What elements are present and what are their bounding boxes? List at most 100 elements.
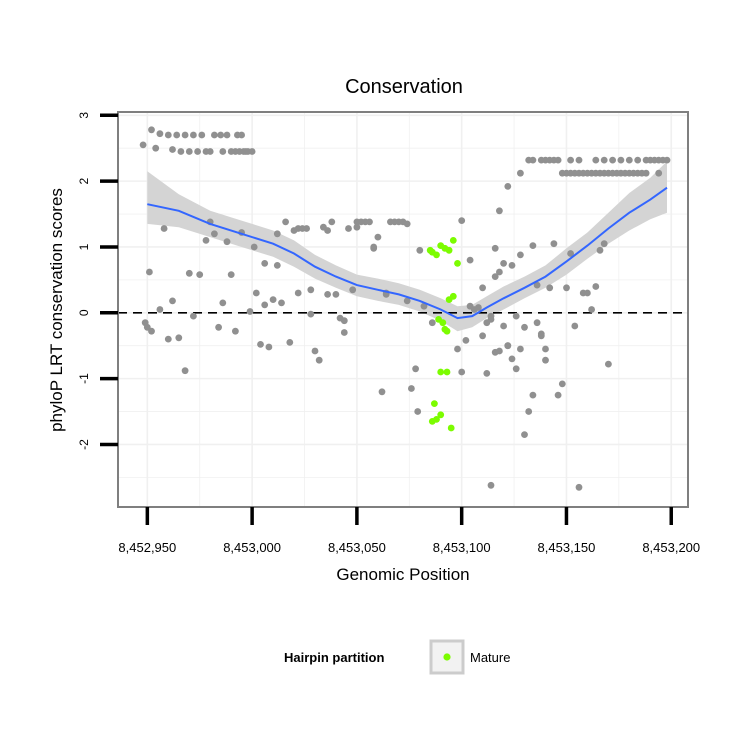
background-point — [533, 319, 541, 327]
background-point — [190, 131, 197, 139]
background-point — [194, 148, 202, 155]
grid — [118, 112, 688, 507]
background-point — [370, 243, 378, 251]
mature-point — [437, 411, 445, 419]
background-point — [529, 156, 537, 164]
background-point — [550, 240, 558, 248]
background-point — [173, 131, 181, 139]
x-tick-label: 8,453,100 — [433, 540, 491, 555]
x-tick-label: 8,453,200 — [642, 540, 700, 555]
background-point — [307, 310, 315, 318]
background-point — [663, 156, 671, 164]
background-point — [160, 225, 168, 232]
background-point — [521, 323, 528, 331]
x-tick-label: 8,453,050 — [328, 540, 386, 555]
background-point — [496, 207, 503, 215]
background-point — [512, 312, 520, 320]
background-point — [223, 131, 231, 139]
background-point — [408, 385, 415, 392]
background-point — [181, 367, 189, 375]
mature-point — [443, 368, 451, 376]
background-point — [458, 368, 466, 376]
background-point — [219, 148, 227, 155]
background-point — [491, 244, 499, 252]
background-point — [278, 299, 285, 307]
background-point — [246, 308, 254, 315]
background-point — [479, 284, 486, 292]
y-tick-label: -2 — [77, 439, 91, 450]
background-point — [294, 289, 302, 297]
background-point — [517, 251, 524, 259]
background-point — [217, 131, 225, 139]
background-point — [169, 146, 176, 153]
background-point — [211, 131, 218, 139]
background-point — [227, 271, 235, 278]
background-point — [190, 312, 197, 320]
background-point — [558, 380, 566, 388]
plot-area — [117, 111, 689, 508]
mature-point — [439, 319, 447, 327]
background-point — [307, 286, 315, 294]
background-point — [605, 360, 612, 368]
background-point — [164, 335, 172, 343]
background-point — [234, 131, 241, 139]
background-point — [600, 156, 608, 164]
background-point — [206, 148, 214, 155]
background-point — [517, 345, 524, 353]
background-point — [324, 227, 331, 234]
background-point — [315, 356, 323, 364]
background-point — [185, 269, 193, 277]
y-axis: -2 -1 0 1 2 3 — [77, 112, 119, 507]
background-point — [533, 281, 541, 289]
background-point — [542, 356, 549, 364]
legend: Hairpin partition Mature — [284, 639, 510, 675]
background-point — [146, 268, 153, 276]
background-point — [625, 156, 633, 164]
background-point — [374, 233, 382, 241]
x-axis-label: Genomic Position — [336, 565, 469, 584]
background-point — [487, 481, 495, 489]
x-axis: 8,452,950 8,453,000 8,453,050 8,453,100 8,45… — [118, 506, 700, 555]
background-point — [546, 284, 554, 292]
background-point — [475, 304, 482, 311]
background-point — [571, 322, 579, 330]
y-tick-label: -1 — [77, 373, 91, 384]
background-point — [596, 246, 604, 254]
background-point — [466, 256, 474, 264]
background-point — [242, 148, 250, 155]
mature-point — [437, 368, 445, 376]
mature-point — [447, 424, 455, 432]
background-point — [349, 286, 357, 294]
background-point — [196, 271, 204, 278]
background-point — [428, 319, 436, 327]
background-point — [303, 225, 310, 232]
background-point — [252, 289, 260, 297]
background-point — [462, 337, 470, 344]
background-point — [416, 246, 424, 254]
background-point — [504, 183, 512, 190]
background-point — [215, 323, 223, 331]
background-point — [378, 388, 386, 396]
background-point — [575, 483, 583, 491]
x-tick-label: 8,452,950 — [118, 540, 176, 555]
background-point — [311, 347, 319, 355]
background-point — [479, 332, 486, 340]
background-point — [211, 230, 218, 238]
background-point — [496, 347, 503, 355]
background-point — [345, 225, 352, 232]
background-point — [332, 291, 340, 298]
background-point — [609, 156, 616, 164]
background-point — [273, 262, 281, 269]
background-point — [353, 223, 361, 231]
background-point — [454, 345, 461, 353]
background-point — [567, 250, 574, 257]
background-point — [261, 260, 269, 267]
chart-title: Conservation — [345, 76, 463, 98]
background-point — [420, 302, 428, 310]
background-point — [185, 148, 193, 155]
background-point — [508, 262, 516, 269]
background-point — [592, 156, 600, 164]
background-point — [261, 301, 269, 309]
background-point — [156, 306, 164, 313]
